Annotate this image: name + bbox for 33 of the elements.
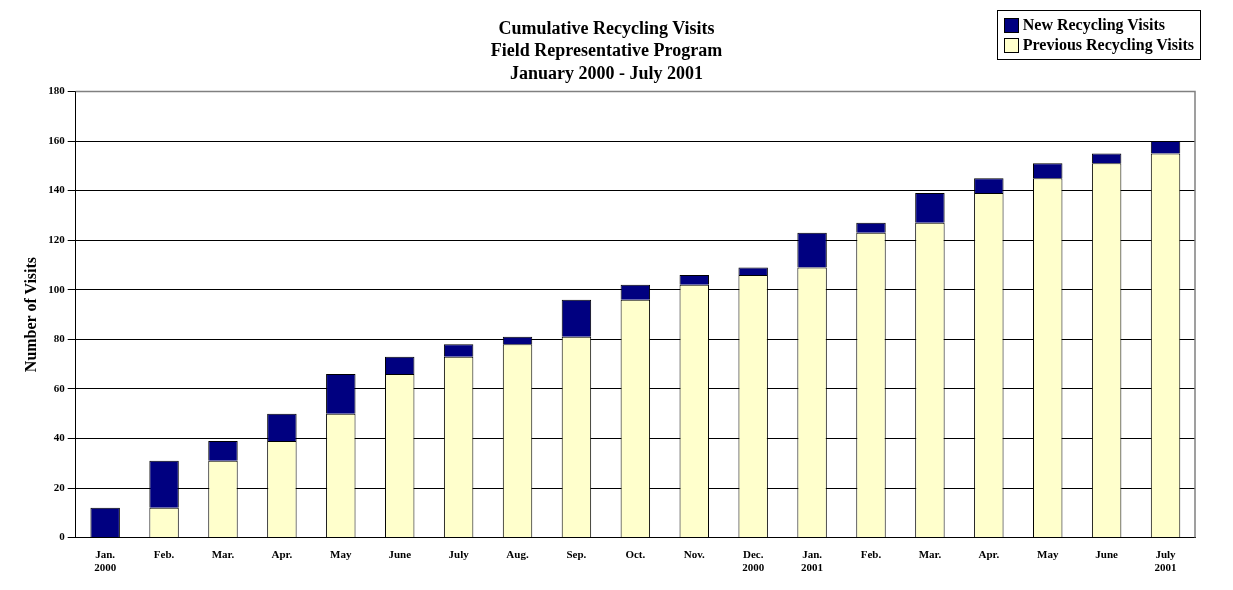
x-tick-label: June bbox=[388, 548, 412, 561]
x-tick-label: May bbox=[1037, 548, 1059, 561]
x-tick-label: Apr. bbox=[271, 548, 293, 561]
y-tick-label: 100 bbox=[48, 282, 66, 295]
x-tick-label: Oct. bbox=[625, 548, 646, 561]
x-tick-label: Feb. bbox=[153, 548, 175, 561]
y-axis-title: Number of Visits bbox=[21, 256, 39, 373]
x-tick-label: Feb. bbox=[860, 548, 882, 561]
x-tick-label: Nov. bbox=[683, 548, 706, 561]
y-tick-label: 20 bbox=[53, 480, 66, 493]
x-tick-label: Dec. 2000 bbox=[742, 548, 765, 574]
x-tick-label: Jan. 2000 bbox=[94, 548, 117, 574]
y-tick-label: 80 bbox=[53, 332, 66, 345]
x-tick-label: Jan. 2001 bbox=[801, 548, 824, 574]
x-tick-label: June bbox=[1095, 548, 1119, 561]
x-tick-label: Sep. bbox=[566, 548, 587, 561]
y-tick-label: 180 bbox=[48, 84, 66, 97]
x-tick-label: May bbox=[330, 548, 352, 561]
x-tick-label: Mar. bbox=[918, 548, 942, 561]
y-tick-label: 140 bbox=[48, 183, 66, 196]
y-tick-label: 160 bbox=[48, 133, 66, 146]
legend-label: New Recycling Visits bbox=[1022, 16, 1165, 34]
y-tick-label: 60 bbox=[53, 381, 66, 394]
y-tick-label: 40 bbox=[53, 431, 66, 444]
x-tick-label: Apr. bbox=[978, 548, 1000, 561]
x-tick-label: July 2001 bbox=[1154, 548, 1177, 574]
y-tick-label: 0 bbox=[59, 530, 66, 543]
x-tick-label: July bbox=[448, 548, 470, 561]
chart-title: Cumulative Recycling Visits Field Representative Program January 2000 - July 2001 bbox=[490, 17, 723, 83]
x-tick-label: Mar. bbox=[211, 548, 235, 561]
y-tick-label: 120 bbox=[48, 233, 66, 246]
legend-label: Previous Recycling Visits bbox=[1022, 36, 1194, 54]
x-tick-label: Aug. bbox=[506, 548, 529, 561]
